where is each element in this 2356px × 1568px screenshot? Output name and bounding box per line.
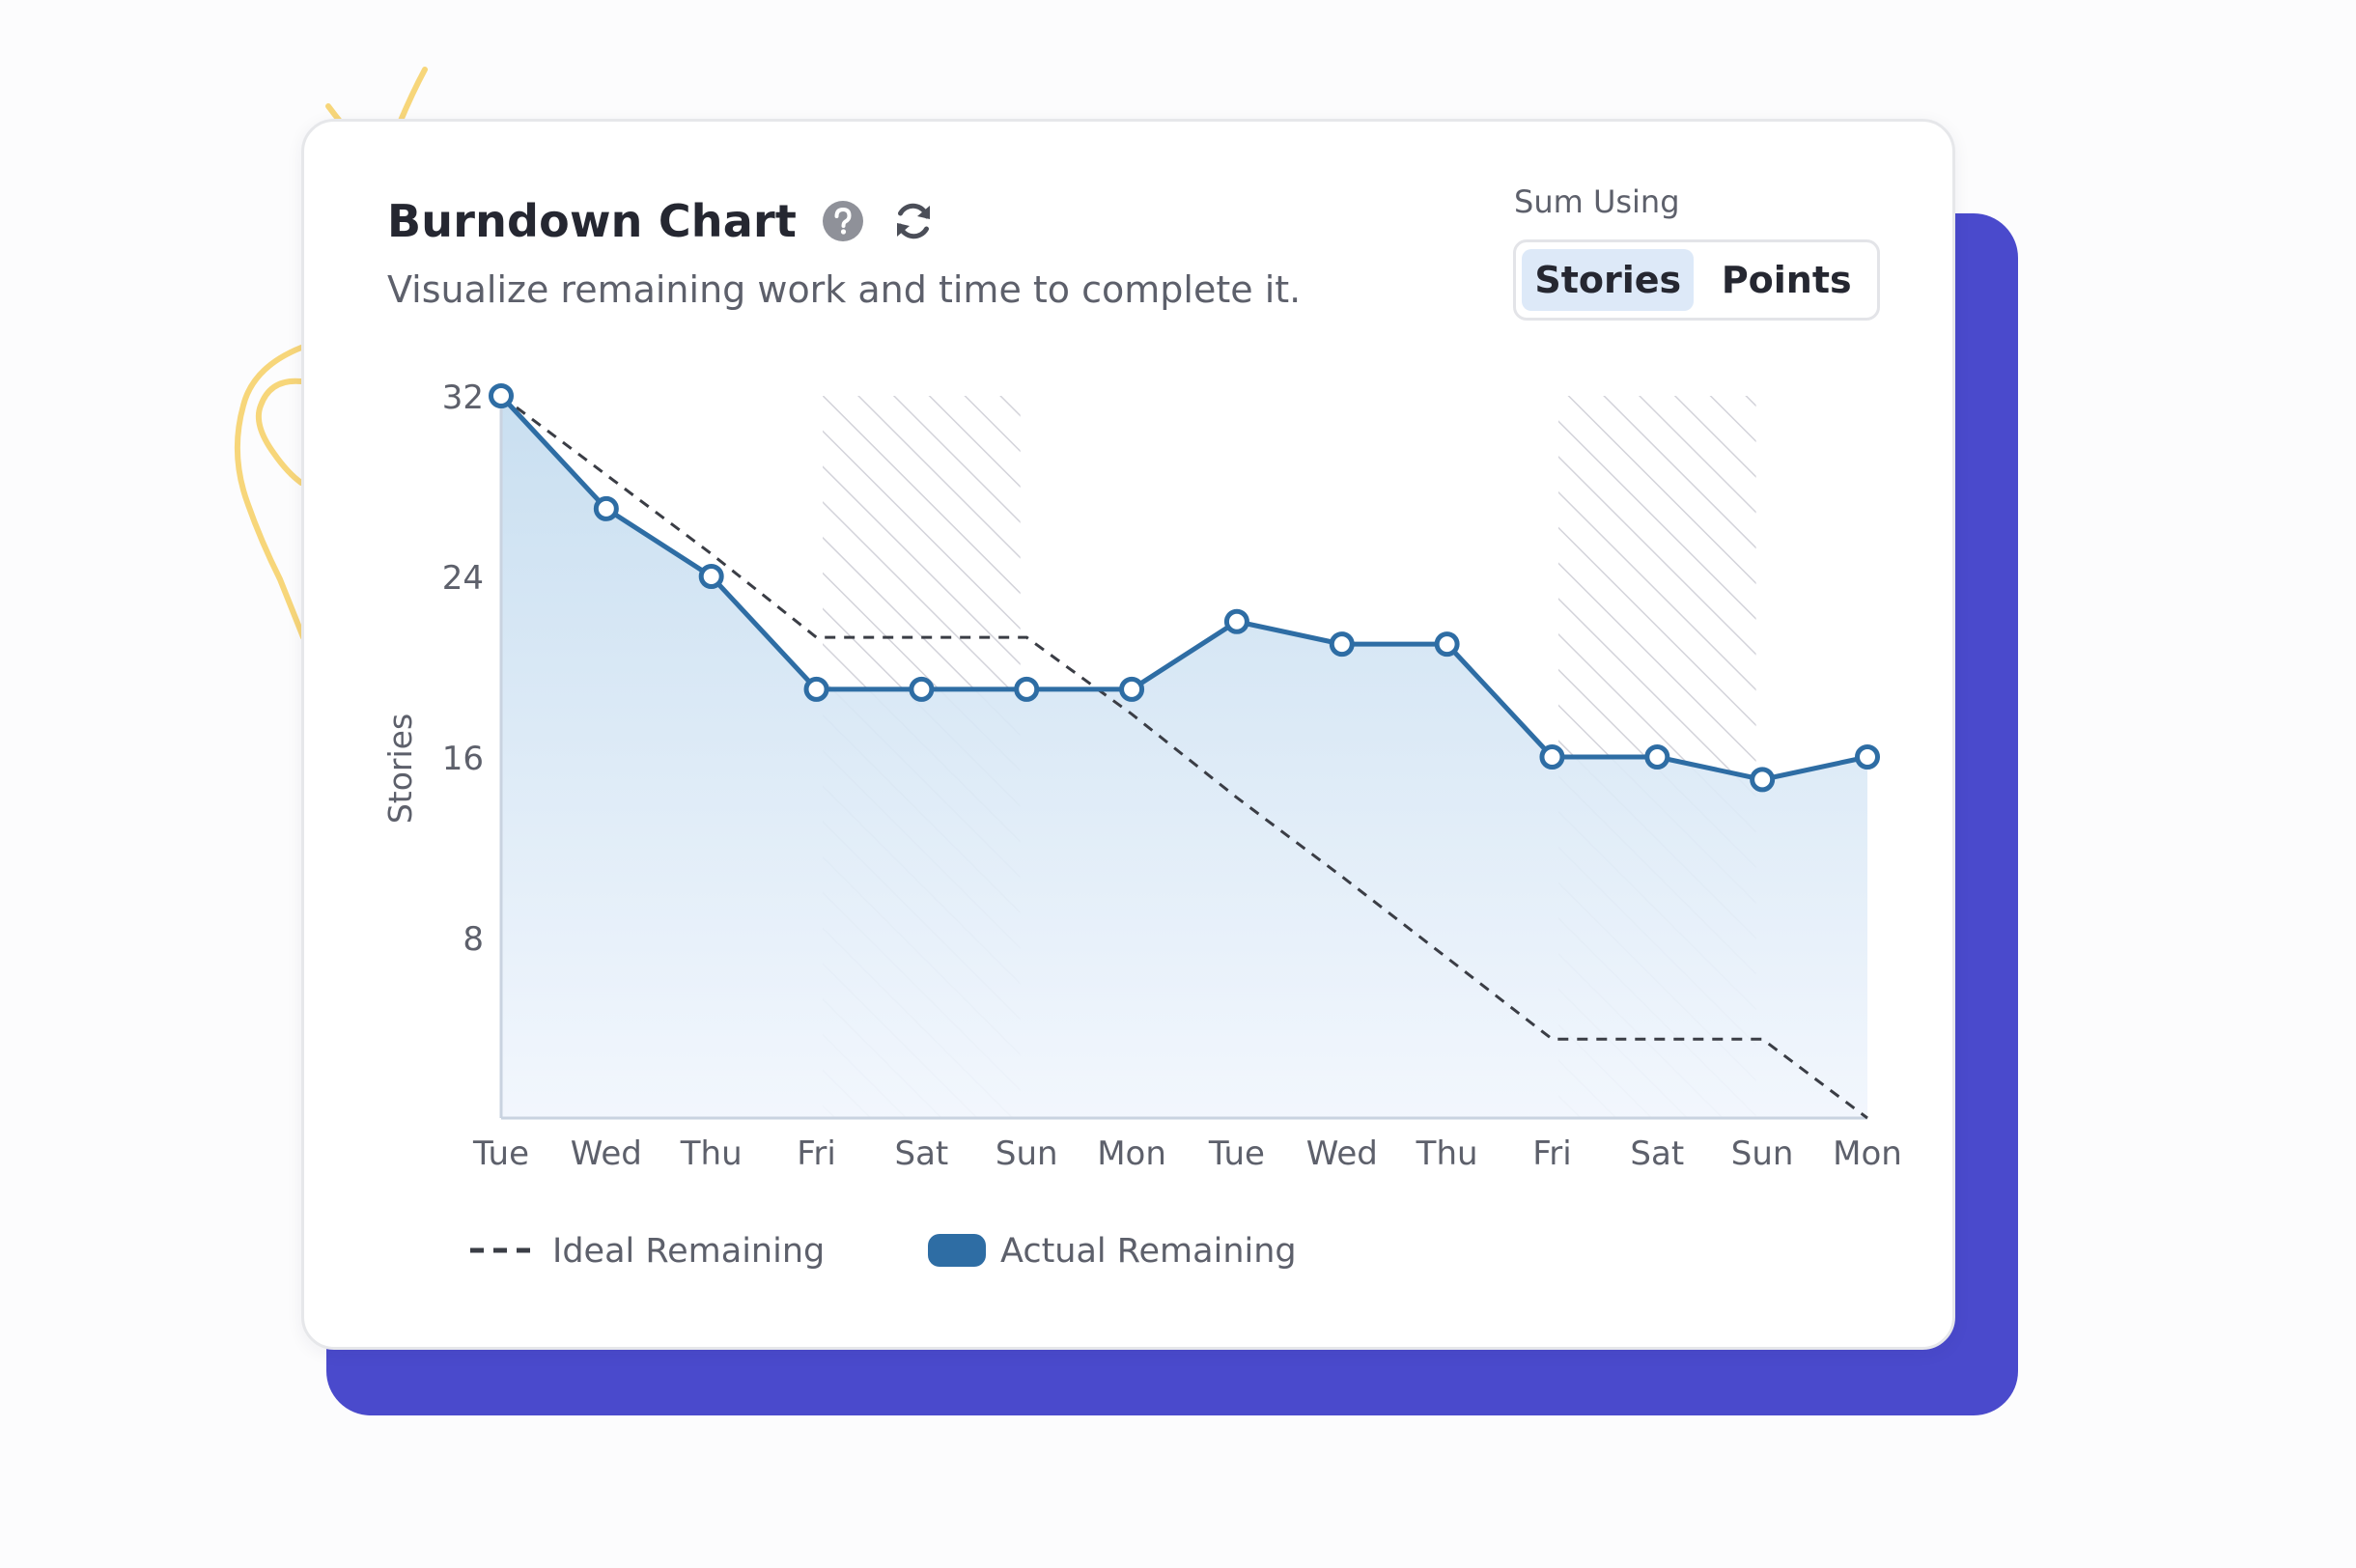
actual-point-8[interactable] <box>1223 608 1249 634</box>
legend-actual-label: Actual Remaining <box>1000 1232 1297 1271</box>
legend-actual-swatch <box>928 1234 986 1267</box>
x-tick-label: Fri <box>1532 1134 1572 1173</box>
card-title: Burndown Chart <box>387 195 798 247</box>
sum-using-toggle: Stories Points <box>1513 239 1880 321</box>
card-subtitle: Visualize remaining work and time to com… <box>387 268 1302 311</box>
x-tick-label: Tue <box>472 1134 529 1173</box>
actual-point-5[interactable] <box>909 676 935 702</box>
y-axis-label: Stories <box>381 714 419 824</box>
actual-point-13[interactable] <box>1750 767 1776 793</box>
x-tick-label: Fri <box>797 1134 836 1173</box>
actual-point-11[interactable] <box>1539 744 1565 770</box>
ideal-remaining-line <box>500 394 1868 1120</box>
legend: Ideal Remaining Actual Remaining <box>470 1232 1297 1271</box>
question-circle-icon[interactable] <box>822 200 864 242</box>
sum-using-label: Sum Using <box>1514 183 1680 220</box>
y-tick-label: 8 <box>463 920 484 959</box>
y-tick-label: 32 <box>442 378 484 417</box>
actual-point-2[interactable] <box>593 495 619 521</box>
x-tick-label: Wed <box>1306 1134 1378 1173</box>
legend-ideal-label: Ideal Remaining <box>552 1232 825 1271</box>
actual-point-6[interactable] <box>1014 676 1040 702</box>
axes <box>499 390 1867 1120</box>
x-tick-label: Thu <box>1416 1134 1478 1173</box>
actual-remaining-line <box>499 394 1868 782</box>
actual-point-3[interactable] <box>698 564 724 589</box>
x-tick-label: Mon <box>1833 1134 1902 1173</box>
x-tick-label: Wed <box>571 1134 642 1173</box>
actual-point-12[interactable] <box>1644 744 1670 770</box>
x-tick-label: Sun <box>996 1134 1058 1173</box>
ideal-series <box>500 394 1868 1120</box>
x-tick-label: Sun <box>1731 1134 1794 1173</box>
toggle-points[interactable]: Points <box>1721 259 1852 301</box>
actual-area-fill <box>501 396 1867 1118</box>
actual-point-10[interactable] <box>1434 631 1460 658</box>
y-tick-label: 24 <box>442 559 484 598</box>
actual-point-14[interactable] <box>1855 744 1880 770</box>
actual-series <box>489 383 1880 793</box>
actual-point-7[interactable] <box>1119 676 1145 702</box>
x-tick-label: Thu <box>680 1134 743 1173</box>
x-tick-label: Sat <box>895 1134 949 1173</box>
actual-point-1[interactable] <box>489 383 514 408</box>
actual-point-9[interactable] <box>1329 631 1355 658</box>
y-tick-label: 16 <box>442 740 484 778</box>
x-tick-label: Tue <box>1208 1134 1265 1173</box>
x-tick-label: Sat <box>1630 1134 1684 1173</box>
actual-point-4[interactable] <box>803 676 829 702</box>
x-tick-label: Mon <box>1097 1134 1166 1173</box>
actual-area <box>501 396 1867 1118</box>
card-header: Burndown Chart <box>387 187 936 255</box>
tick-labels: 8 16 24 32 Tue Wed Thu Fri Sat Sun Mon Tue Wed Thu Fri… <box>381 378 1902 1173</box>
toggle-stories[interactable]: Stories <box>1522 249 1695 311</box>
refresh-icon[interactable] <box>891 199 936 243</box>
